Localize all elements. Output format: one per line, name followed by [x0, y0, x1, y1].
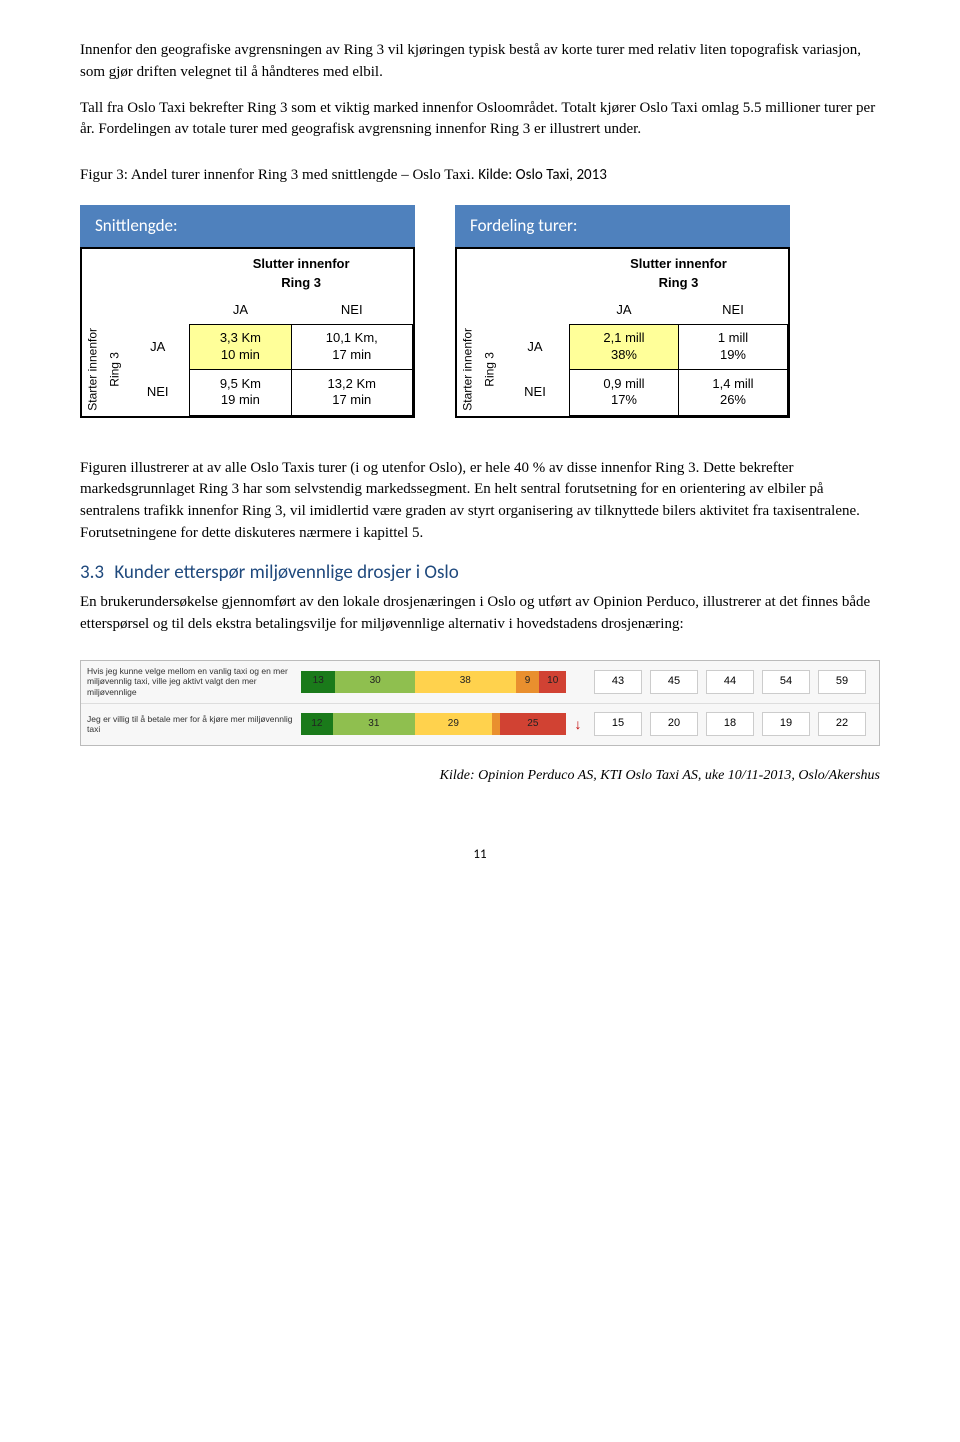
survey-number-box: 22 — [818, 712, 866, 736]
survey-numbers: 15 20 18 19 22 — [594, 712, 874, 736]
table-left-cell-0-1: 10,1 Km, 17 min — [291, 324, 412, 369]
survey-chart: Hvis jeg kunne velge mellom en vanlig ta… — [80, 660, 880, 746]
survey-number-box: 43 — [594, 670, 642, 694]
survey-number-box: 45 — [650, 670, 698, 694]
survey-bar-segment: 10 — [539, 671, 566, 693]
page-number: 11 — [80, 846, 880, 865]
survey-bar-segment: 29 — [415, 713, 492, 735]
survey-row: Jeg er villig til å betale mer for å kjø… — [81, 703, 879, 745]
section-3-3-heading: 3.3 Kunder etterspør miljøvennlige drosj… — [80, 559, 880, 587]
paragraph-3: Figuren illustrerer at av alle Oslo Taxi… — [80, 458, 880, 545]
heading-text: Kunder etterspør miljøvennlige drosjer i… — [114, 561, 458, 584]
survey-bar-segment: 13 — [301, 671, 335, 693]
figure-caption-text: Figur 3: Andel turer innenfor Ring 3 med… — [80, 167, 478, 183]
paragraph-1: Innenfor den geografiske avgrensningen a… — [80, 40, 880, 84]
table-right-cell-0-0: 2,1 mill 38% — [569, 324, 678, 369]
survey-row: Hvis jeg kunne velge mellom en vanlig ta… — [81, 661, 879, 703]
table-left-cell-0-0: 3,3 Km 10 min — [190, 324, 291, 369]
table-left-header: Snittlengde: — [80, 205, 415, 248]
tables-container: Snittlengde: Slutter innenfor Ring 3 JA … — [80, 205, 880, 418]
survey-stacked-bar: 133038910 — [301, 671, 566, 693]
survey-bar-segment: 31 — [333, 713, 415, 735]
figure-caption-source: Kilde: Oslo Taxi, 2013 — [478, 166, 607, 184]
figure-3-caption: Figur 3: Andel turer innenfor Ring 3 med… — [80, 165, 880, 187]
table-left-cell-1-0: 9,5 Km 19 min — [190, 370, 291, 415]
table-right-col-nei: NEI — [678, 297, 787, 324]
survey-number-box: 20 — [650, 712, 698, 736]
table-right-cell-1-0: 0,9 mill 17% — [569, 370, 678, 415]
table-left-cell-1-1: 13,2 Km 17 min — [291, 370, 412, 415]
survey-stacked-bar: 123129 25 — [301, 713, 566, 735]
survey-row-label: Hvis jeg kunne velge mellom en vanlig ta… — [81, 663, 301, 701]
survey-number-box: 19 — [762, 712, 810, 736]
survey-number-box: 44 — [706, 670, 754, 694]
survey-number-box: 54 — [762, 670, 810, 694]
table-left-col-ja: JA — [190, 297, 291, 324]
survey-bar-segment — [492, 713, 500, 735]
heading-number: 3.3 — [80, 561, 104, 584]
survey-bar-segment: 25 — [500, 713, 566, 735]
survey-bar-segment: 12 — [301, 713, 333, 735]
table-fordeling: Fordeling turer: Slutter innenfor Ring 3… — [455, 205, 790, 418]
table-right-top-title: Slutter innenfor Ring 3 — [569, 249, 787, 297]
survey-bar-segment: 38 — [415, 671, 516, 693]
table-left-row-ja: JA — [126, 324, 190, 369]
trend-down-icon: ↓ — [566, 714, 590, 734]
table-right-cell-0-1: 1 mill 19% — [678, 324, 787, 369]
survey-bar-segment: 30 — [335, 671, 415, 693]
table-right-cell-1-1: 1,4 mill 26% — [678, 370, 787, 415]
table-right-header: Fordeling turer: — [455, 205, 790, 248]
table-right-col-ja: JA — [569, 297, 678, 324]
table-left-row-nei: NEI — [126, 370, 190, 415]
survey-number-box: 15 — [594, 712, 642, 736]
paragraph-4: En brukerundersøkelse gjennomført av den… — [80, 592, 880, 636]
table-right-side-title-a: Starter innenfor — [457, 324, 479, 415]
survey-number-box: 59 — [818, 670, 866, 694]
table-right-side-title-b: Ring 3 — [479, 324, 501, 415]
survey-numbers: 43 45 44 54 59 — [594, 670, 874, 694]
survey-row-label: Jeg er villig til å betale mer for å kjø… — [81, 711, 301, 738]
survey-bar-segment: 9 — [516, 671, 540, 693]
table-left-col-nei: NEI — [291, 297, 412, 324]
paragraph-2: Tall fra Oslo Taxi bekrefter Ring 3 som … — [80, 98, 880, 142]
table-right-row-ja: JA — [501, 324, 569, 369]
survey-source: Kilde: Opinion Perduco AS, KTI Oslo Taxi… — [80, 766, 880, 786]
table-left-side-title-b: Ring 3 — [104, 324, 126, 415]
table-left-side-title-a: Starter innenfor — [82, 324, 104, 415]
table-snittlengde: Snittlengde: Slutter innenfor Ring 3 JA … — [80, 205, 415, 418]
survey-number-box: 18 — [706, 712, 754, 736]
table-right-row-nei: NEI — [501, 370, 569, 415]
table-left-top-title: Slutter innenfor Ring 3 — [190, 249, 413, 297]
